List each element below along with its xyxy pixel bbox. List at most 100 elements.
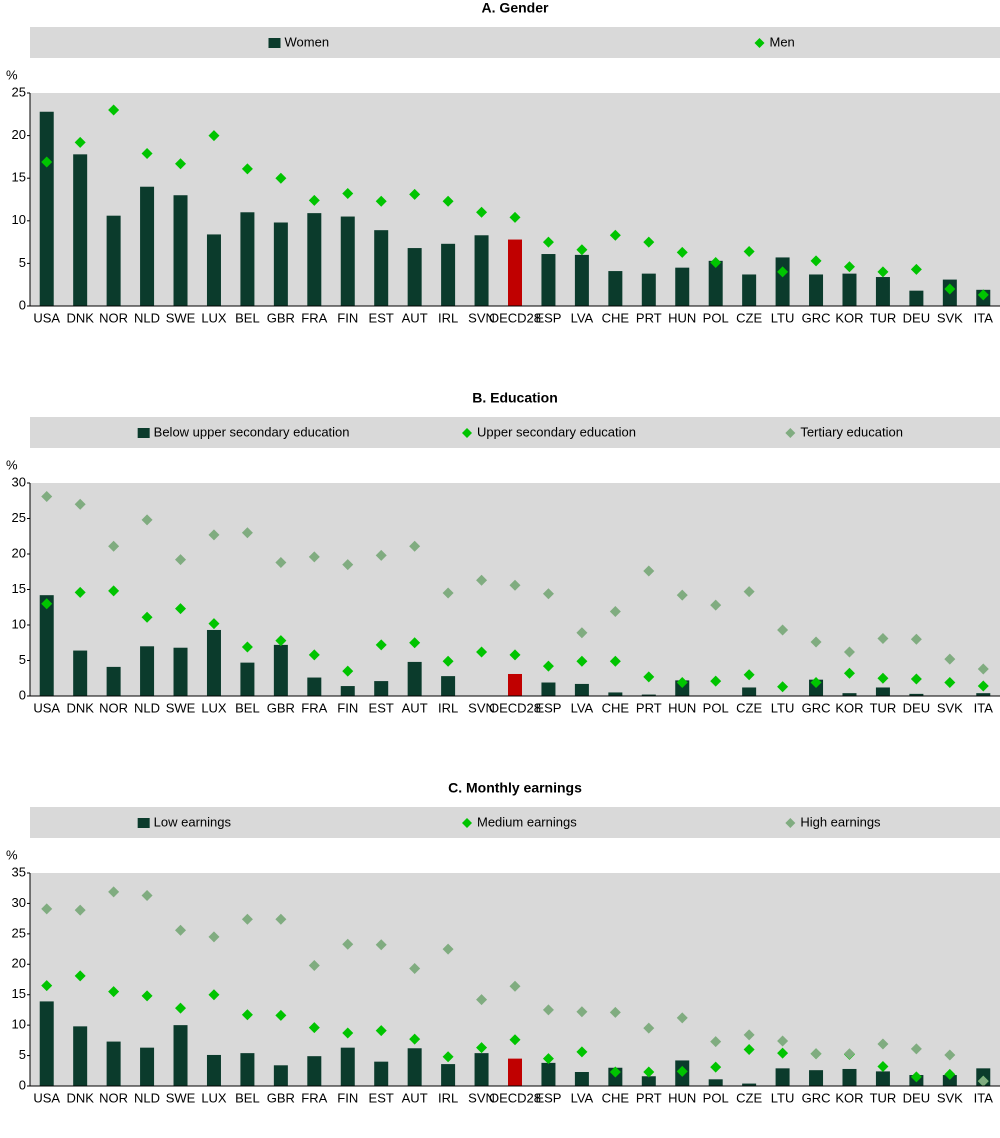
marker: [476, 994, 488, 1006]
marker: [308, 649, 320, 661]
marker: [375, 939, 387, 951]
marker: [609, 606, 621, 618]
marker: [141, 147, 153, 159]
bar: [775, 1068, 790, 1086]
x-tick-label: KOR: [835, 700, 863, 715]
marker: [676, 589, 688, 601]
x-tick-label: SVK: [937, 700, 963, 715]
marker: [375, 549, 387, 561]
x-tick-label: FIN: [337, 700, 358, 715]
bar: [541, 1062, 556, 1086]
x-tick-label: CHE: [602, 700, 630, 715]
bar: [608, 271, 623, 306]
marker: [476, 574, 488, 586]
x-tick-label: POL: [703, 310, 729, 325]
x-tick-label: SWE: [166, 1090, 196, 1105]
panel: A. Gender Women Men% 0 5 10 15 20 25 USA DNK NOR NLD…: [6, 0, 1000, 325]
marker: [810, 255, 822, 267]
bar: [307, 1056, 322, 1086]
marker: [910, 633, 922, 645]
x-tick-label: GBR: [267, 310, 295, 325]
bar: [39, 595, 54, 696]
marker: [542, 1053, 554, 1065]
bar: [708, 1079, 723, 1086]
x-tick-label: LTU: [771, 700, 795, 715]
bar: [374, 230, 389, 306]
x-tick-label: LVA: [571, 700, 594, 715]
x-tick-label: EST: [369, 700, 394, 715]
marker: [342, 665, 354, 677]
marker: [676, 677, 688, 689]
marker: [375, 639, 387, 651]
legend-swatch: [268, 38, 281, 48]
bar: [73, 1026, 88, 1086]
y-tick-label: 35: [12, 864, 26, 879]
x-tick-label: LUX: [201, 1090, 227, 1105]
marker: [342, 1027, 354, 1039]
marker: [108, 986, 120, 998]
x-tick-label: FRA: [301, 700, 327, 715]
x-tick-label: DNK: [66, 1090, 94, 1105]
marker: [743, 245, 755, 257]
legend-label: Medium earnings: [477, 814, 577, 829]
bar: [508, 1058, 522, 1086]
x-tick-label: CHE: [602, 310, 630, 325]
marker: [843, 1048, 855, 1060]
marker: [275, 557, 287, 569]
marker: [342, 188, 354, 200]
x-tick-label: ITA: [974, 700, 994, 715]
bar: [675, 267, 690, 306]
marker: [944, 677, 956, 689]
marker: [944, 1049, 956, 1061]
marker: [843, 646, 855, 658]
bar: [407, 1048, 422, 1086]
x-tick-label: FRA: [301, 1090, 327, 1105]
marker: [241, 1009, 253, 1021]
x-tick-label: AUT: [402, 700, 428, 715]
x-tick-label: OECD28: [489, 1090, 541, 1105]
marker: [810, 636, 822, 648]
y-tick-label: 5: [19, 255, 26, 270]
x-tick-label: IRL: [438, 700, 458, 715]
marker: [710, 675, 722, 687]
chart-title: B. Education: [472, 390, 558, 406]
marker: [743, 586, 755, 598]
marker: [375, 1025, 387, 1037]
marker: [108, 886, 120, 898]
marker: [810, 1048, 822, 1060]
bar: [273, 644, 288, 696]
bar: [173, 1025, 188, 1086]
y-tick-label: 15: [12, 986, 26, 1001]
x-tick-label: FIN: [337, 310, 358, 325]
legend-swatch: [137, 818, 150, 828]
x-tick-label: USA: [33, 700, 60, 715]
bar: [106, 1041, 121, 1086]
marker: [409, 1033, 421, 1045]
legend-label: Upper secondary education: [477, 424, 636, 439]
marker: [609, 229, 621, 241]
marker: [308, 1022, 320, 1034]
marker: [576, 244, 588, 256]
legend-swatch: [462, 428, 472, 438]
bar: [942, 1075, 957, 1086]
marker: [810, 677, 822, 689]
bar: [240, 662, 255, 696]
legend-swatch: [785, 428, 796, 438]
bar: [140, 646, 155, 696]
bar: [809, 274, 824, 306]
marker: [743, 669, 755, 681]
x-tick-label: LTU: [771, 1090, 795, 1105]
x-tick-label: BEL: [235, 310, 260, 325]
marker: [509, 211, 521, 223]
x-tick-label: NLD: [134, 1090, 160, 1105]
bar: [742, 687, 757, 696]
chart-title: A. Gender: [482, 0, 549, 16]
marker: [74, 136, 86, 148]
bar: [441, 243, 456, 306]
marker: [74, 970, 86, 982]
marker: [409, 540, 421, 552]
legend-swatch: [754, 38, 765, 48]
marker: [944, 653, 956, 665]
marker: [141, 990, 153, 1002]
marker: [710, 1061, 722, 1073]
